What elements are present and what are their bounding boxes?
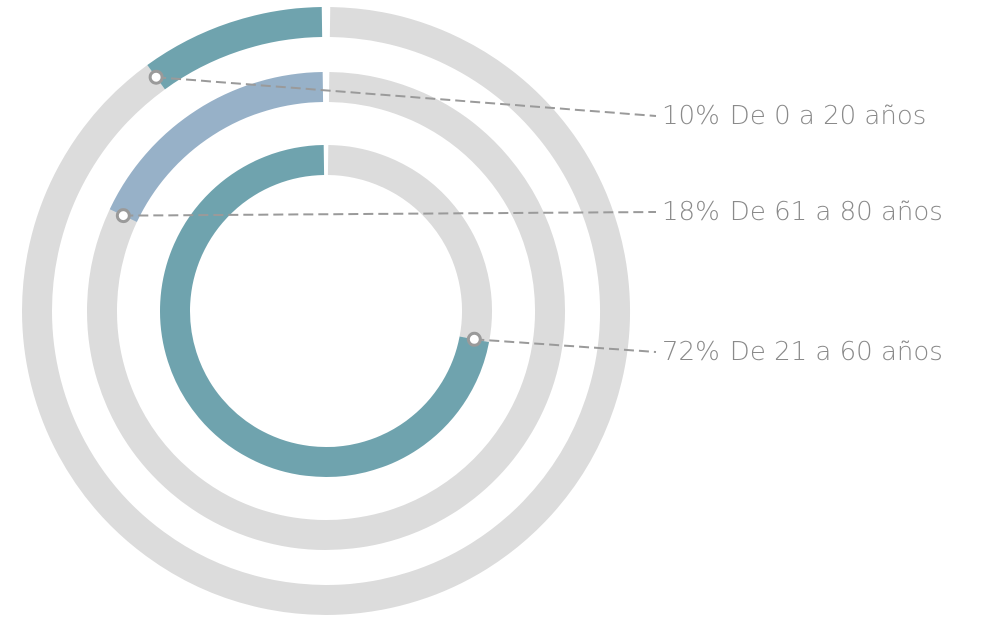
ring-track (327, 145, 492, 343)
category-label: De 61 a 80 años (730, 197, 943, 227)
leader-line (474, 338, 657, 353)
ring-track (87, 72, 565, 550)
category-label: De 21 a 60 años (730, 337, 943, 367)
value-label: 18% (662, 197, 720, 227)
end-marker (148, 69, 164, 85)
value-label: 10% (662, 101, 720, 131)
end-marker (466, 331, 482, 347)
label: 18% De 61 a 80 años (662, 197, 943, 227)
leader-line (156, 76, 657, 117)
ring-track (22, 7, 630, 615)
ring-bar (147, 7, 323, 90)
label: 72% De 21 a 60 años (662, 337, 943, 367)
ring-bar (160, 145, 490, 477)
ring-bar (109, 72, 324, 223)
label: 10% De 0 a 20 años (662, 101, 926, 131)
leader-line (123, 211, 657, 217)
value-label: 72% (662, 337, 720, 367)
category-label: De 0 a 20 años (730, 101, 927, 131)
end-marker (115, 208, 131, 224)
